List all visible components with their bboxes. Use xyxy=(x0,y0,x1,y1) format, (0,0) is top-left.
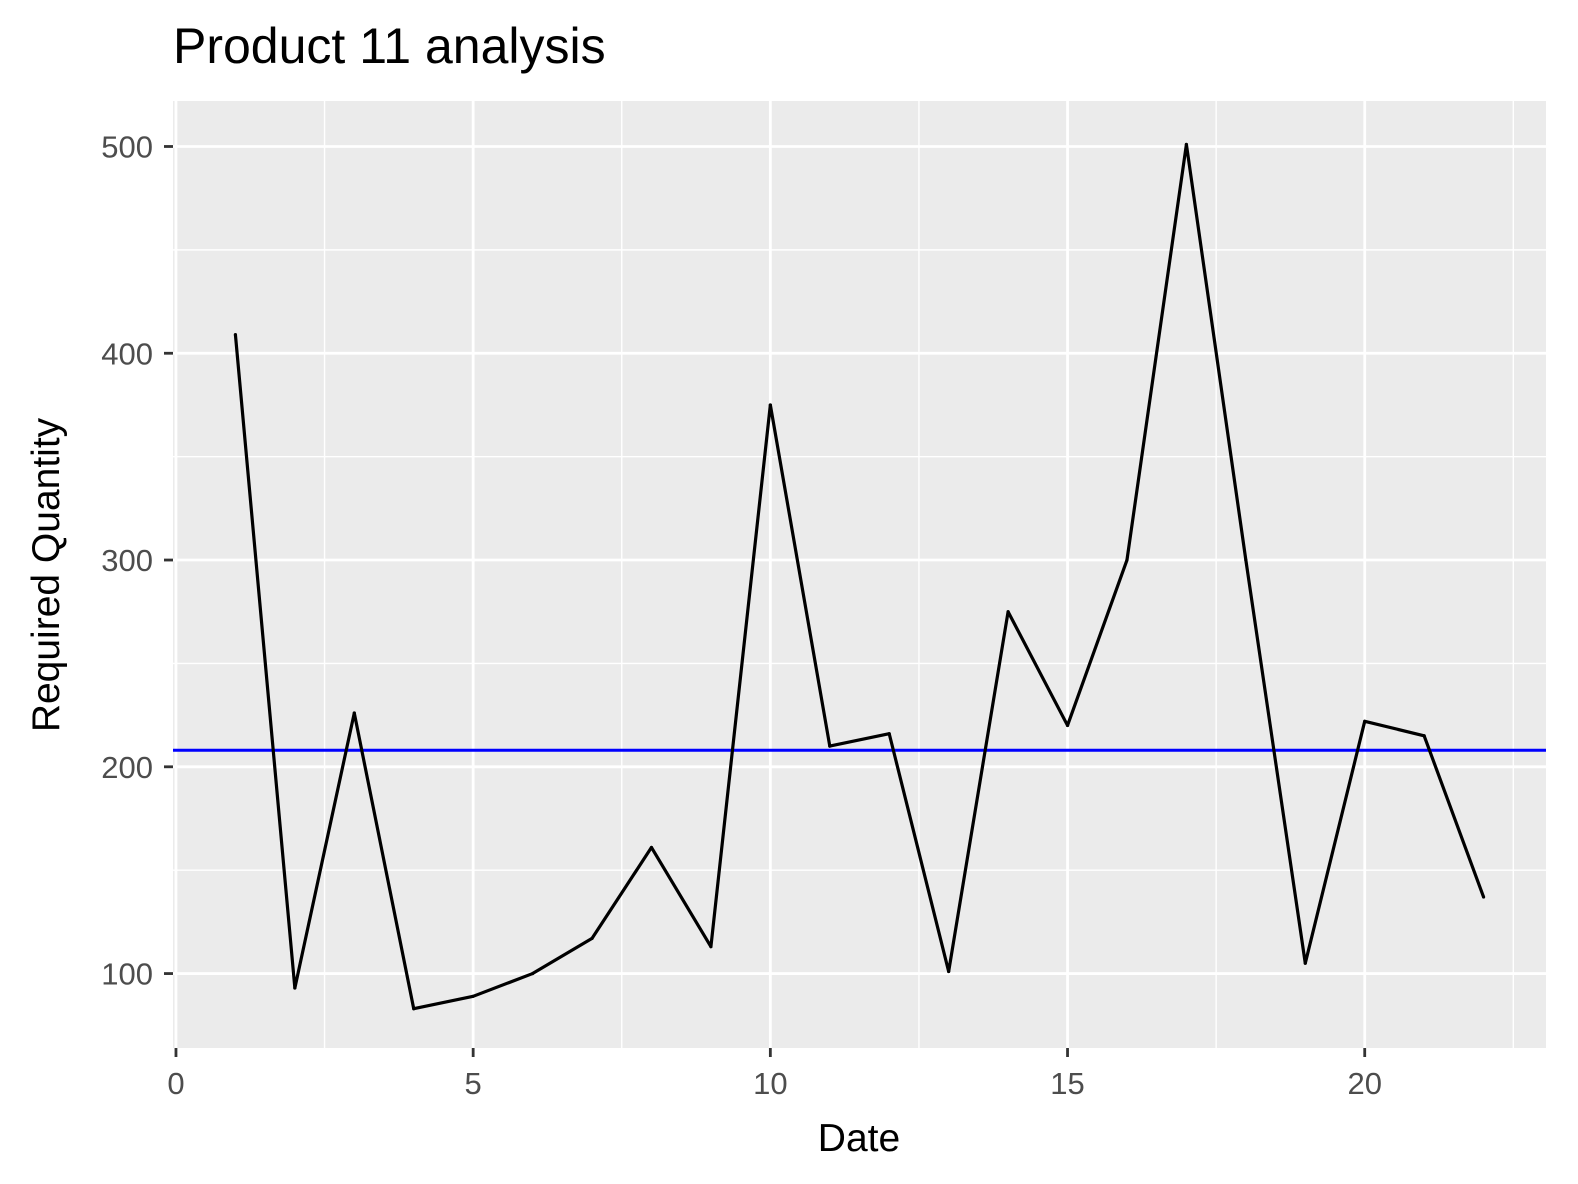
data-point xyxy=(768,403,772,407)
y-tick-label: 300 xyxy=(101,543,153,578)
data-point xyxy=(1184,142,1189,147)
data-point xyxy=(1125,558,1129,562)
grid-major xyxy=(173,101,1546,1048)
data-point xyxy=(1244,558,1248,562)
data-point xyxy=(828,744,832,748)
data-point xyxy=(233,333,238,337)
data-point xyxy=(1065,723,1070,728)
data-point xyxy=(293,986,297,990)
y-axis: 100 200 300 400 500 xyxy=(101,129,173,992)
x-tick-label: 20 xyxy=(1347,1066,1381,1101)
data-point xyxy=(887,732,891,736)
y-axis-title: Required Quantity xyxy=(25,417,68,732)
data-point xyxy=(1363,719,1367,723)
x-axis: 0 5 10 15 20 xyxy=(167,1048,1382,1101)
data-point xyxy=(649,845,654,850)
data-point xyxy=(1481,895,1486,899)
x-axis-title: Date xyxy=(818,1117,900,1160)
data-point xyxy=(471,994,475,998)
x-tick-label: 10 xyxy=(753,1066,787,1101)
data-point xyxy=(352,711,356,715)
y-tick-label: 500 xyxy=(101,129,153,164)
series-group xyxy=(233,142,1486,1011)
series-line xyxy=(233,142,1486,1011)
x-tick-label: 5 xyxy=(465,1066,482,1101)
x-tick-label: 0 xyxy=(167,1066,184,1101)
data-point xyxy=(1422,734,1426,738)
y-tick-label: 400 xyxy=(101,336,153,371)
data-point xyxy=(590,936,594,941)
y-tick-label: 100 xyxy=(101,957,153,992)
x-tick-label: 15 xyxy=(1050,1066,1084,1101)
chart-title: Product 11 analysis xyxy=(173,18,606,74)
data-point xyxy=(530,971,535,976)
data-point xyxy=(412,1007,416,1011)
y-tick-label: 200 xyxy=(101,750,153,785)
data-point xyxy=(947,969,951,974)
data-point xyxy=(1006,610,1010,614)
grid-minor xyxy=(173,101,1546,1048)
data-point xyxy=(1303,961,1307,965)
plot-panel xyxy=(173,101,1546,1048)
data-point xyxy=(709,945,713,949)
